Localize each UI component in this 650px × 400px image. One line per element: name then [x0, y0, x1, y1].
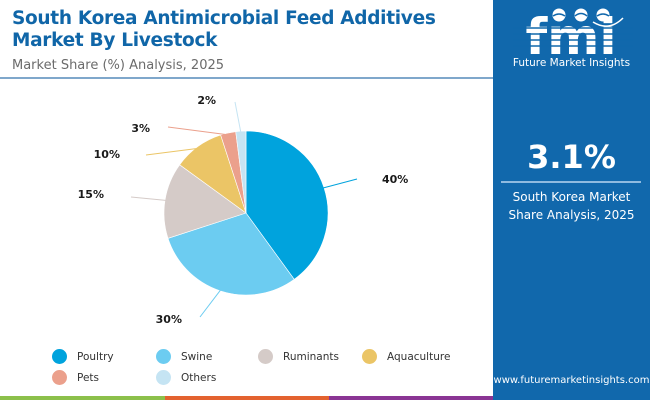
legend-label: Swine [181, 350, 213, 363]
data-label-aquaculture: 10% [94, 148, 120, 161]
header-divider [0, 77, 493, 79]
legend-swatch-icon [52, 370, 67, 385]
brand-panel: fmi Future Market Insights 3.1% South Ko… [493, 0, 650, 400]
stat-desc-line2: Share Analysis, 2025 [508, 208, 635, 222]
fmi-logo-icon: fmi [513, 8, 633, 66]
legend-item-pets: Pets [52, 370, 99, 385]
legend-swatch-icon [258, 349, 273, 364]
stat-desc-line1: South Korea Market [512, 190, 631, 204]
legend-item-poultry: Poultry [52, 349, 114, 364]
chart-subtitle: Market Share (%) Analysis, 2025 [12, 58, 225, 73]
market-share-description: South Korea Market Share Analysis, 2025 [493, 188, 650, 224]
legend-label: Aquaculture [387, 350, 451, 363]
globe-icon [574, 8, 588, 22]
legend-swatch-icon [52, 349, 67, 364]
globe-icon [596, 8, 610, 22]
legend-swatch-icon [156, 370, 171, 385]
data-label-others: 2% [197, 94, 216, 107]
leader-line-poultry [321, 178, 358, 189]
bottom-bar-purple [329, 396, 493, 400]
legend-swatch-icon [156, 349, 171, 364]
legend-label: Ruminants [283, 350, 339, 363]
leader-line-ruminants [130, 196, 168, 201]
globe-icon [552, 8, 566, 22]
legend-item-aquaculture: Aquaculture [362, 349, 450, 364]
legend-label: Pets [77, 371, 100, 384]
data-label-poultry: 40% [382, 173, 408, 186]
leader-line-others [234, 101, 242, 134]
market-share-value: 3.1% [527, 138, 616, 176]
leader-line-pets [167, 126, 229, 136]
stat-divider [501, 181, 641, 183]
legend-item-others: Others [156, 370, 216, 385]
logo-text: Future Market Insights [512, 57, 631, 69]
bottom-bar-orange [165, 396, 329, 400]
legend-swatch-icon [362, 349, 377, 364]
legend-item-swine: Swine [156, 349, 212, 364]
pie-slice-swine [167, 212, 295, 296]
leader-line-aquaculture [145, 147, 200, 156]
chart-title: South Korea Antimicrobial Feed Additives… [12, 8, 436, 51]
data-label-ruminants: 15% [78, 188, 104, 201]
data-label-pets: 3% [131, 122, 150, 135]
website-link[interactable]: www.futuremarketinsights.com [493, 375, 650, 386]
legend-label: Others [181, 371, 217, 384]
pie-chart: 40% 30% 15% 10% 3% 2% [78, 94, 409, 326]
legend-item-ruminants: Ruminants [258, 349, 339, 364]
leader-line-swine [199, 288, 222, 318]
data-label-swine: 30% [156, 313, 182, 326]
legend-label: Poultry [77, 350, 114, 363]
bottom-bar-green [0, 396, 165, 400]
